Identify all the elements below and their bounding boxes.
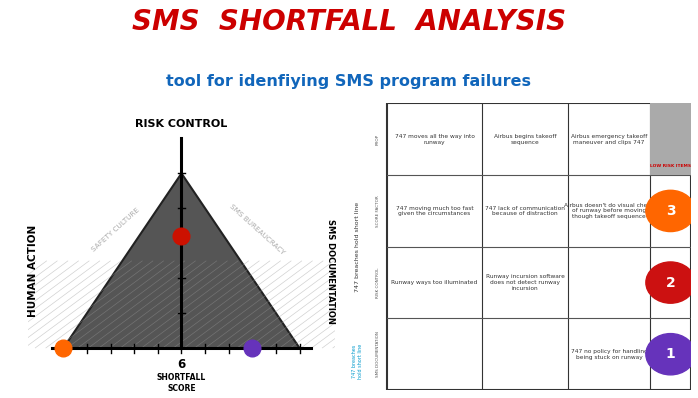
Text: SMS BUREAUCRACY: SMS BUREAUCRACY [228, 203, 285, 256]
Text: LOW RISK ITEMS: LOW RISK ITEMS [650, 164, 691, 168]
Text: RISK CONTROL: RISK CONTROL [135, 119, 228, 129]
Text: SMS  SHORTFALL  ANALYSIS: SMS SHORTFALL ANALYSIS [132, 8, 566, 36]
Text: SCORE FACTOR: SCORE FACTOR [376, 195, 380, 227]
Text: 747 breaches hold short line: 747 breaches hold short line [355, 202, 360, 292]
Text: 3: 3 [666, 204, 675, 218]
Text: SMS DOCUMENTATION: SMS DOCUMENTATION [326, 219, 335, 324]
Text: Runway incursion software
does not detect runway
incursion: Runway incursion software does not detec… [486, 274, 565, 291]
Text: tool for idenfiying SMS program failures: tool for idenfiying SMS program failures [167, 74, 531, 89]
Circle shape [646, 334, 695, 375]
Text: 747 lack of communication
because of distraction: 747 lack of communication because of dis… [485, 205, 565, 217]
Bar [650, 103, 691, 175]
Text: 747 no policy for handling
being stuck on runway: 747 no policy for handling being stuck o… [570, 349, 647, 360]
Text: 1: 1 [666, 347, 676, 361]
Text: Airbus doesn't do visual check
of runway before moving
though takeoff sequence: Airbus doesn't do visual check of runway… [564, 203, 654, 219]
Text: SHORTFALL
SCORE: SHORTFALL SCORE [157, 373, 206, 393]
Text: Airbus begins takeoff
sequence: Airbus begins takeoff sequence [493, 134, 556, 145]
Text: 6: 6 [177, 358, 186, 371]
Circle shape [646, 262, 695, 303]
Text: Airbus emergency takeoff
maneuver and clips 747: Airbus emergency takeoff maneuver and cl… [571, 134, 647, 145]
Polygon shape [64, 174, 299, 348]
Text: 747 breaches
hold short line: 747 breaches hold short line [352, 344, 363, 379]
Circle shape [646, 190, 695, 232]
Text: RISK CONTROL: RISK CONTROL [376, 267, 380, 298]
Text: 2: 2 [666, 275, 676, 290]
Text: 747 moving much too fast
given the circumstances: 747 moving much too fast given the circu… [396, 205, 473, 217]
Text: 747 moves all the way into
runway: 747 moves all the way into runway [394, 134, 475, 145]
Text: HUMAN ACTION: HUMAN ACTION [28, 225, 38, 317]
Text: Runway ways too illuminated: Runway ways too illuminated [392, 280, 477, 285]
Text: SMS DOCUMENTATION: SMS DOCUMENTATION [376, 331, 380, 377]
Bar [387, 103, 691, 390]
Text: PROP: PROP [376, 134, 380, 145]
Text: SAFETY CULTURE: SAFETY CULTURE [90, 206, 140, 252]
